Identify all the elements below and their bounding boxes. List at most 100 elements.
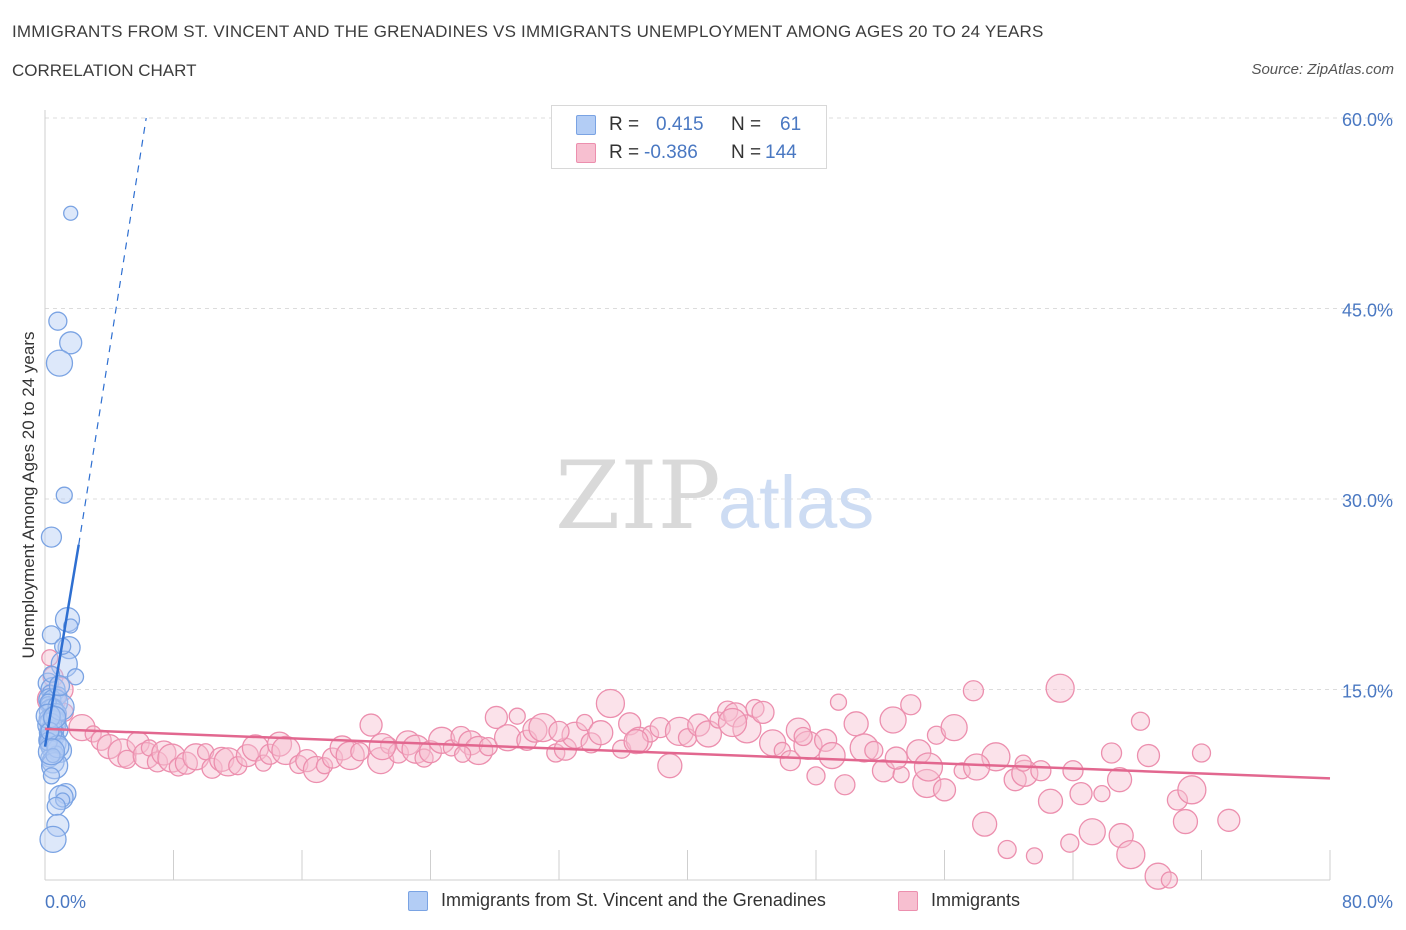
data-point (209, 746, 235, 772)
data-point (884, 746, 908, 770)
data-point (1078, 818, 1106, 846)
data-point (47, 693, 75, 721)
data-point (892, 765, 910, 784)
data-point (302, 755, 331, 784)
data-point (1116, 839, 1146, 870)
data-point (548, 720, 570, 743)
legend-n-label: N = (731, 114, 762, 135)
data-point (1062, 760, 1084, 782)
chart-title: IMMIGRANTS FROM ST. VINCENT AND THE GREN… (12, 22, 1044, 41)
data-point (254, 754, 273, 772)
legend-r-value: 0.415 (656, 114, 704, 135)
data-point (418, 740, 443, 764)
data-point (1160, 871, 1179, 889)
data-point (972, 811, 998, 837)
pink-swatch (576, 143, 596, 163)
trend-line-svg (43, 544, 80, 747)
trend-line-immigrants (44, 727, 1331, 780)
data-point (1093, 784, 1111, 803)
x-tick-label-min: 0.0% (45, 892, 86, 912)
data-point (717, 707, 748, 738)
source-label: Source: ZipAtlas.com (1251, 61, 1394, 78)
data-point (41, 649, 59, 667)
data-point (46, 796, 66, 816)
data-point (834, 774, 856, 796)
data-point (745, 698, 765, 719)
data-point (793, 726, 813, 747)
data-point (66, 668, 85, 686)
blue-swatch (576, 115, 596, 135)
watermark-atlas: atlas (718, 461, 874, 544)
data-point (368, 733, 396, 761)
data-point (484, 705, 509, 730)
data-point (350, 742, 370, 762)
data-point (213, 747, 243, 777)
data-point (117, 749, 137, 769)
data-point (932, 778, 957, 802)
y-axis-label: Unemployment Among Ages 20 to 24 years (19, 332, 38, 659)
data-point (55, 486, 73, 504)
y-tick-label: 45.0% (1342, 301, 1393, 321)
data-point (39, 825, 67, 854)
data-point (813, 728, 838, 752)
y-tick-label: 15.0% (1342, 682, 1393, 702)
data-point (45, 747, 61, 764)
data-point (717, 700, 739, 722)
data-point (157, 743, 187, 773)
data-point (962, 753, 991, 781)
data-point (829, 693, 848, 711)
data-point (464, 735, 494, 766)
data-point (1100, 742, 1123, 764)
data-point (595, 688, 626, 719)
data-point (59, 331, 83, 355)
data-point (1030, 760, 1052, 782)
data-point (453, 745, 472, 763)
data-point (1177, 775, 1207, 805)
data-point (900, 694, 922, 716)
series-immigrants-points (36, 649, 1241, 890)
legend-series-name: Immigrants (931, 890, 1021, 910)
data-point (41, 625, 62, 645)
data-point (42, 705, 67, 730)
data-point (40, 752, 69, 780)
data-point (1144, 862, 1172, 890)
data-point (1136, 743, 1161, 768)
data-point (657, 753, 683, 779)
data-point (580, 732, 602, 754)
legend-r-value: -0.386 (644, 142, 698, 163)
blue-swatch (408, 891, 428, 911)
data-point (68, 713, 96, 742)
legend-series-name: Immigrants from St. Vincent and the Gren… (441, 890, 826, 910)
data-point (940, 713, 968, 742)
y-tick-label: 30.0% (1342, 491, 1393, 511)
data-point (321, 747, 344, 769)
legend-n-value: 61 (780, 114, 802, 135)
data-point (201, 757, 223, 779)
data-point (315, 757, 334, 775)
data-point (962, 680, 985, 702)
data-point (588, 720, 614, 746)
data-point (1130, 711, 1151, 731)
data-point (359, 713, 383, 737)
legend-r-label: R = (609, 142, 640, 163)
trend-lines (43, 117, 1331, 780)
data-point (48, 784, 74, 811)
data-point (818, 741, 846, 770)
data-point (879, 706, 907, 734)
data-point (1045, 673, 1075, 703)
data-point (228, 756, 248, 776)
stats-legend: R = 0.415 N = 61 R = -0.386 N = 144 (551, 105, 827, 169)
data-point (913, 752, 944, 782)
legend-n-label: N = (731, 142, 762, 163)
data-point (63, 205, 79, 221)
chart-subtitle: CORRELATION CHART (12, 61, 197, 80)
data-point (182, 743, 210, 771)
y-tick-label: 60.0% (1342, 110, 1393, 130)
data-point (843, 711, 869, 737)
gridlines (45, 117, 1393, 690)
data-point (1106, 767, 1133, 793)
data-point (48, 675, 71, 697)
watermark-zip: ZIP (555, 442, 721, 551)
data-point (1172, 808, 1199, 835)
